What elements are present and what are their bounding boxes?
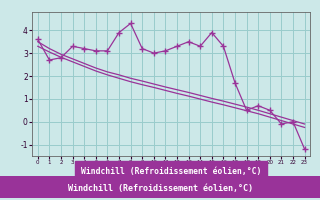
Text: Windchill (Refroidissement éolien,°C): Windchill (Refroidissement éolien,°C) [68,184,252,193]
X-axis label: Windchill (Refroidissement éolien,°C): Windchill (Refroidissement éolien,°C) [81,167,261,176]
